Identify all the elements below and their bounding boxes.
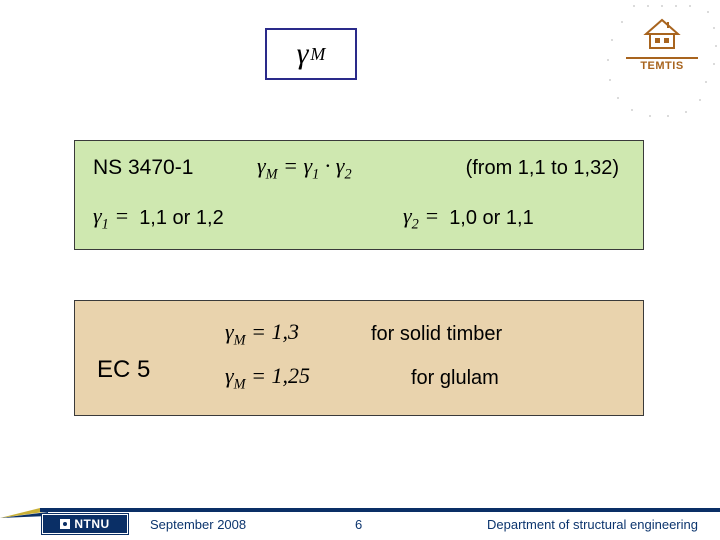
gamma-subscript: M — [310, 44, 325, 65]
glulam-text: for glulam — [411, 367, 499, 390]
gamma2-eq: γ2 = — [403, 203, 439, 233]
gamma-m-equation: γM = γ1 · γ2 — [257, 153, 352, 183]
gamma2-value: 1,0 or 1,1 — [449, 207, 534, 230]
footer-page-number: 6 — [355, 517, 362, 532]
footer-department: Department of structural engineering — [487, 517, 698, 532]
footer-date: September 2008 — [150, 517, 246, 532]
ec5-label: EC 5 — [97, 356, 150, 384]
gamma-m-solid-eq: γM = 1,3 — [225, 319, 355, 349]
solid-timber-text: for solid timber — [371, 323, 502, 346]
gamma-m-glulam-eq: γM = 1,25 — [225, 363, 395, 393]
ec5-box: EC 5 γM = 1,3 for solid timber γM = 1,25… — [74, 300, 644, 416]
temtis-logo: TEMTIS — [626, 18, 698, 72]
gamma-m-symbol-box: γ M — [265, 28, 357, 80]
temtis-brand-text: TEMTIS — [626, 57, 698, 72]
house-icon — [638, 18, 686, 50]
ntnu-logo: NTNU — [42, 514, 128, 534]
range-text: (from 1,1 to 1,32) — [466, 157, 619, 180]
ns3470-box: NS 3470-1 γM = γ1 · γ2 (from 1,1 to 1,32… — [74, 140, 644, 250]
ntnu-text: NTNU — [74, 517, 109, 531]
ns-label: NS 3470-1 — [93, 156, 223, 180]
ntnu-square-icon — [60, 519, 70, 529]
gamma1-eq: γ1 = — [93, 203, 129, 233]
gamma1-value: 1,1 or 1,2 — [139, 207, 224, 230]
footer-bar — [0, 508, 720, 512]
gamma-symbol: γ — [297, 37, 309, 71]
